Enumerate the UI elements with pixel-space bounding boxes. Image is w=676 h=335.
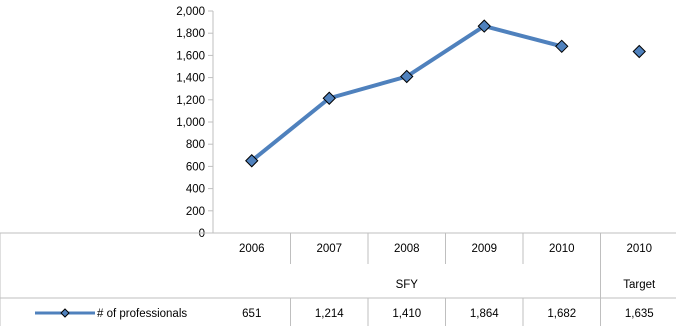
y-tick-label: 1,200 — [176, 95, 205, 107]
data-table: SFY Target 2006 2007 2008 2009 2010 2010 651 1,21… — [0, 232, 676, 326]
y-tick-label: 1,000 — [176, 117, 205, 129]
legend-marker — [60, 308, 70, 318]
series-line-segment — [249, 96, 332, 163]
legend-label: # of professionals — [97, 308, 187, 320]
data-point-marker — [322, 91, 336, 105]
y-tick-label: 600 — [186, 161, 205, 173]
data-point-marker — [245, 154, 259, 168]
series-line-segment — [327, 74, 409, 101]
y-tick-label: 2,000 — [176, 6, 205, 18]
y-tick-label: 1,400 — [176, 73, 205, 85]
data-table-value: 1,864 — [470, 308, 499, 320]
y-tick-label: 400 — [186, 184, 205, 196]
x-tick-label: 2009 — [471, 243, 497, 255]
y-tick-label: 1,800 — [176, 28, 205, 40]
series-line-segment — [482, 24, 564, 49]
data-point-marker — [477, 19, 491, 33]
data-table-value: 1,214 — [315, 308, 344, 320]
category-group-label: Target — [623, 279, 656, 291]
y-tick-label: 800 — [186, 139, 205, 151]
x-tick-label: 2010 — [626, 243, 652, 255]
x-tick-label: 2008 — [394, 243, 420, 255]
data-point-marker — [632, 44, 646, 59]
data-point-marker — [400, 69, 414, 84]
y-tick-label: 200 — [186, 206, 205, 218]
x-tick-label: 2010 — [549, 243, 575, 255]
plot-area — [245, 19, 646, 168]
data-table-value: 1,682 — [547, 308, 576, 320]
category-group-label: SFY — [396, 279, 419, 291]
data-table-value: 651 — [242, 308, 261, 320]
x-tick-label: 2006 — [239, 243, 265, 255]
series-line-segment — [404, 24, 487, 79]
x-tick-label: 2007 — [316, 243, 342, 255]
data-table-value: 1,635 — [625, 308, 654, 320]
data-table-value: 1,410 — [392, 308, 421, 320]
y-axis: 0 200 400 600 800 1,000 1,200 1,400 1,600 1,800 2,… — [176, 6, 214, 240]
data-point-marker — [555, 39, 569, 54]
y-tick-label: 0 — [199, 228, 205, 240]
y-tick-label: 1,600 — [176, 50, 205, 62]
